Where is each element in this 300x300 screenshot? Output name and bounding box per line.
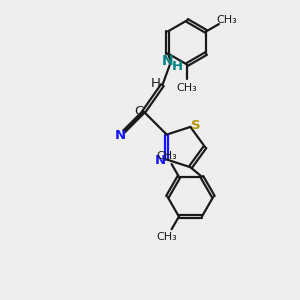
Text: CH₃: CH₃ (157, 152, 178, 161)
Text: N: N (155, 154, 166, 166)
Text: CH₃: CH₃ (216, 15, 237, 25)
Text: N: N (162, 54, 173, 68)
Text: H: H (172, 60, 183, 73)
Text: H: H (151, 77, 161, 90)
Text: CH₃: CH₃ (177, 83, 197, 93)
Text: CH₃: CH₃ (157, 232, 178, 242)
Text: C: C (134, 105, 143, 118)
Text: N: N (115, 128, 126, 142)
Text: S: S (191, 119, 200, 132)
